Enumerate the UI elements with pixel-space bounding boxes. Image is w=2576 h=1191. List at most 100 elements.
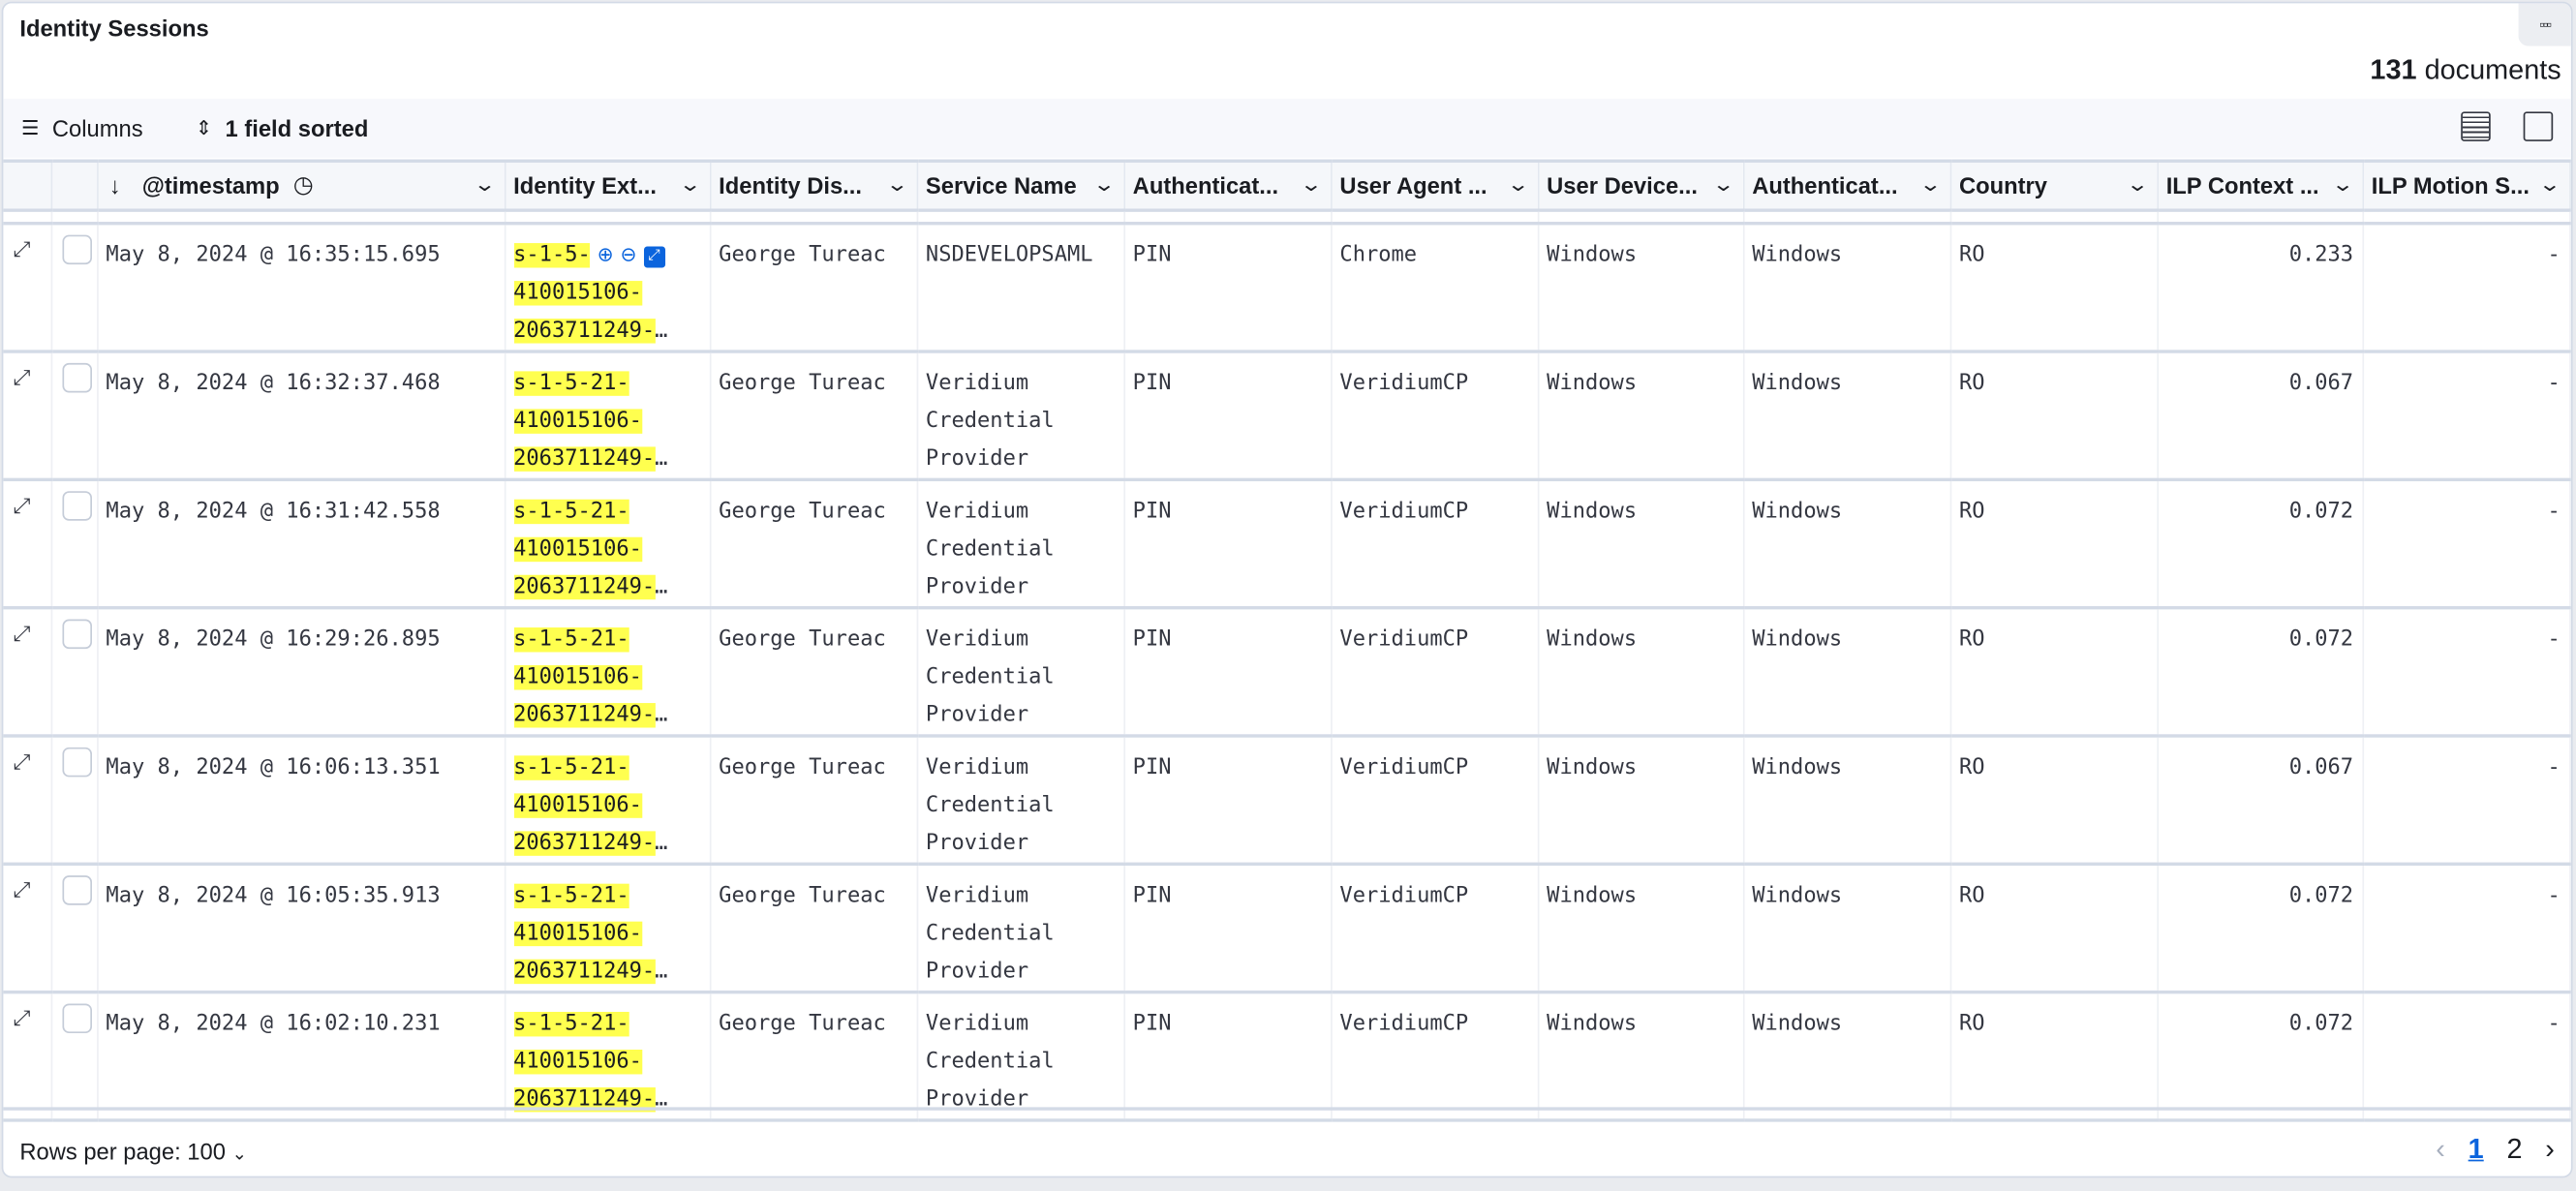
- page-1-link[interactable]: 1: [2468, 1133, 2484, 1165]
- fullscreen-icon[interactable]: [2523, 111, 2554, 141]
- row-checkbox[interactable]: [61, 619, 92, 650]
- cell-identity-display: George Tureac: [709, 479, 918, 610]
- cell-identity-ext: s-1-5- ⊕ ⊖ ⤢ 410015106- 2063711249-…: [504, 223, 711, 353]
- expand-cell-icon[interactable]: ⤢: [643, 246, 665, 268]
- cell-country: RO: [1949, 864, 2159, 994]
- cell-auth: PIN: [1123, 864, 1332, 994]
- row-checkbox[interactable]: [61, 875, 92, 905]
- expand-row-icon[interactable]: ⤢: [3, 479, 52, 610]
- list-icon: ☰: [21, 116, 40, 140]
- columns-button[interactable]: ☰ Columns: [21, 115, 143, 141]
- identity-ext-line: 410015106-: [513, 1049, 642, 1075]
- cell-ilp-motion: -: [2362, 223, 2571, 353]
- column-header-label: User Agent ...: [1339, 172, 1487, 199]
- panel-menu-icon[interactable]: ▫▫▫: [2518, 3, 2571, 46]
- column-header[interactable]: Service Name ⌄: [916, 159, 1125, 212]
- column-header[interactable]: User Agent ... ⌄: [1331, 159, 1539, 212]
- table-row: ⤢ May 8, 2024 @ 16:32:37.468 s-1-5-21- 4100…: [3, 351, 2571, 482]
- identity-ext-line: 410015106-: [513, 793, 642, 818]
- column-header-label: ILP Motion S...: [2371, 172, 2530, 199]
- chevron-down-icon[interactable]: ⌄: [679, 172, 703, 196]
- column-header[interactable]: Authenticat... ⌄: [1123, 159, 1332, 212]
- column-header[interactable]: ILP Motion S... ⌄: [2362, 159, 2571, 212]
- identity-ext-line: s-1-5-21-: [513, 499, 629, 525]
- chevron-down-icon[interactable]: ⌄: [1300, 172, 1324, 196]
- previous-page-icon[interactable]: ‹: [2436, 1133, 2445, 1165]
- next-page-icon[interactable]: ›: [2545, 1133, 2555, 1165]
- clock-icon: ◷: [292, 170, 314, 198]
- chevron-down-icon[interactable]: ⌄: [1092, 172, 1117, 196]
- table-row: ⤢ May 8, 2024 @ 16:31:42.558 s-1-5-21- 4100…: [3, 479, 2571, 610]
- column-header[interactable]: ↓ @timestamp ◷ ⌄: [97, 159, 506, 212]
- identity-ext-line: 410015106-: [513, 536, 642, 563]
- chevron-down-icon[interactable]: ⌄: [2538, 172, 2562, 196]
- chevron-down-icon[interactable]: ⌄: [2331, 172, 2355, 196]
- cell-user-device: Windows: [1537, 607, 1744, 738]
- identity-ext-line: 2063711249-: [513, 703, 656, 728]
- identity-ext-line: 410015106-: [513, 409, 642, 434]
- row-checkbox[interactable]: [61, 234, 92, 265]
- expand-row-icon[interactable]: ⤢: [3, 992, 52, 1122]
- column-header[interactable]: Country ⌄: [1949, 159, 2159, 212]
- identity-ext-line: 410015106-: [513, 921, 642, 947]
- grid-toolbar: ☰ Columns ⇕ 1 field sorted: [3, 98, 2571, 158]
- identity-ext-line: 2063711249-: [513, 831, 656, 856]
- chevron-down-icon[interactable]: ⌄: [1712, 172, 1736, 196]
- column-header-label: Service Name: [925, 172, 1077, 199]
- column-header-label: Identity Dis...: [719, 172, 862, 199]
- expand-row-icon[interactable]: ⤢: [3, 223, 52, 353]
- filter-for-icon[interactable]: ⊕: [597, 243, 614, 266]
- cell-identity-ext: s-1-5-21- 410015106- 2063711249-…: [504, 735, 711, 867]
- page-2-link[interactable]: 2: [2506, 1133, 2523, 1165]
- cell-ilp-motion: -: [2362, 735, 2571, 867]
- identity-ext-line: s-1-5-21-: [513, 755, 629, 780]
- cell-auth2: Windows: [1742, 864, 1951, 994]
- cell-timestamp: May 8, 2024 @ 16:31:42.558: [97, 479, 506, 610]
- expand-row-icon[interactable]: ⤢: [3, 607, 52, 738]
- cell-timestamp: May 8, 2024 @ 16:29:26.895: [97, 607, 506, 738]
- chevron-down-icon[interactable]: ⌄: [1919, 172, 1944, 196]
- rows-per-page-button[interactable]: Rows per page: 100 ⌄: [19, 1139, 247, 1165]
- column-header-label: Identity Ext...: [513, 172, 657, 199]
- cell-ilp-motion: -: [2362, 607, 2571, 738]
- data-grid: ↓ @timestamp ◷ ⌄ Identity Ext... ⌄ Identity Di…: [3, 159, 2571, 1122]
- identity-ext-line: 410015106-: [513, 281, 642, 306]
- cell-country: RO: [1949, 351, 2159, 482]
- column-header[interactable]: User Device... ⌄: [1537, 159, 1744, 212]
- expand-row-icon[interactable]: ⤢: [3, 864, 52, 994]
- column-header[interactable]: ILP Context ... ⌄: [2157, 159, 2364, 212]
- chevron-down-icon[interactable]: ⌄: [474, 172, 498, 196]
- row-checkbox[interactable]: [61, 747, 92, 778]
- row-checkbox[interactable]: [61, 362, 92, 393]
- cell-identity-ext: s-1-5-21- 410015106- 2063711249-…: [504, 351, 711, 482]
- sort-button[interactable]: ⇕ 1 field sorted: [196, 115, 368, 141]
- cell-auth2: Windows: [1742, 735, 1951, 867]
- chevron-down-icon[interactable]: ⌄: [886, 172, 909, 196]
- cell-service: Veridium Credential Provider: [916, 992, 1125, 1122]
- table-row: ⤢ May 8, 2024 @ 16:02:10.231 s-1-5-21- 4100…: [3, 992, 2571, 1122]
- cell-identity-display: George Tureac: [709, 607, 918, 738]
- chevron-down-icon[interactable]: ⌄: [2126, 172, 2150, 196]
- column-header[interactable]: Authenticat... ⌄: [1742, 159, 1951, 212]
- column-header-label: Authenticat...: [1132, 172, 1279, 199]
- document-count: 131 documents: [2370, 54, 2561, 87]
- identity-ext-line: s-1-5-21-: [513, 883, 629, 909]
- rows-per-page-label: Rows per page: 100: [19, 1138, 226, 1165]
- table-row: ⤢ May 8, 2024 @ 16:05:35.913 s-1-5-21- 4100…: [3, 864, 2571, 994]
- cell-identity-ext: s-1-5-21- 410015106- 2063711249-…: [504, 607, 711, 738]
- identity-ext-line: s-1-5-21-: [513, 1011, 629, 1037]
- cell-ilp-motion: -: [2362, 992, 2571, 1122]
- row-checkbox[interactable]: [61, 491, 92, 521]
- row-checkbox[interactable]: [61, 1003, 92, 1034]
- column-header[interactable]: Identity Dis... ⌄: [709, 159, 918, 212]
- chevron-down-icon[interactable]: ⌄: [1507, 172, 1531, 196]
- identity-ext-line: s-1-5-21-: [513, 627, 629, 653]
- column-header[interactable]: Identity Ext... ⌄: [504, 159, 711, 212]
- expand-row-icon[interactable]: ⤢: [3, 735, 52, 867]
- display-density-icon[interactable]: [2461, 111, 2491, 141]
- cell-identity-display: George Tureac: [709, 223, 918, 353]
- cell-auth2: Windows: [1742, 992, 1951, 1122]
- filter-out-icon[interactable]: ⊖: [620, 243, 637, 266]
- cell-auth: PIN: [1123, 607, 1332, 738]
- expand-row-icon[interactable]: ⤢: [3, 351, 52, 482]
